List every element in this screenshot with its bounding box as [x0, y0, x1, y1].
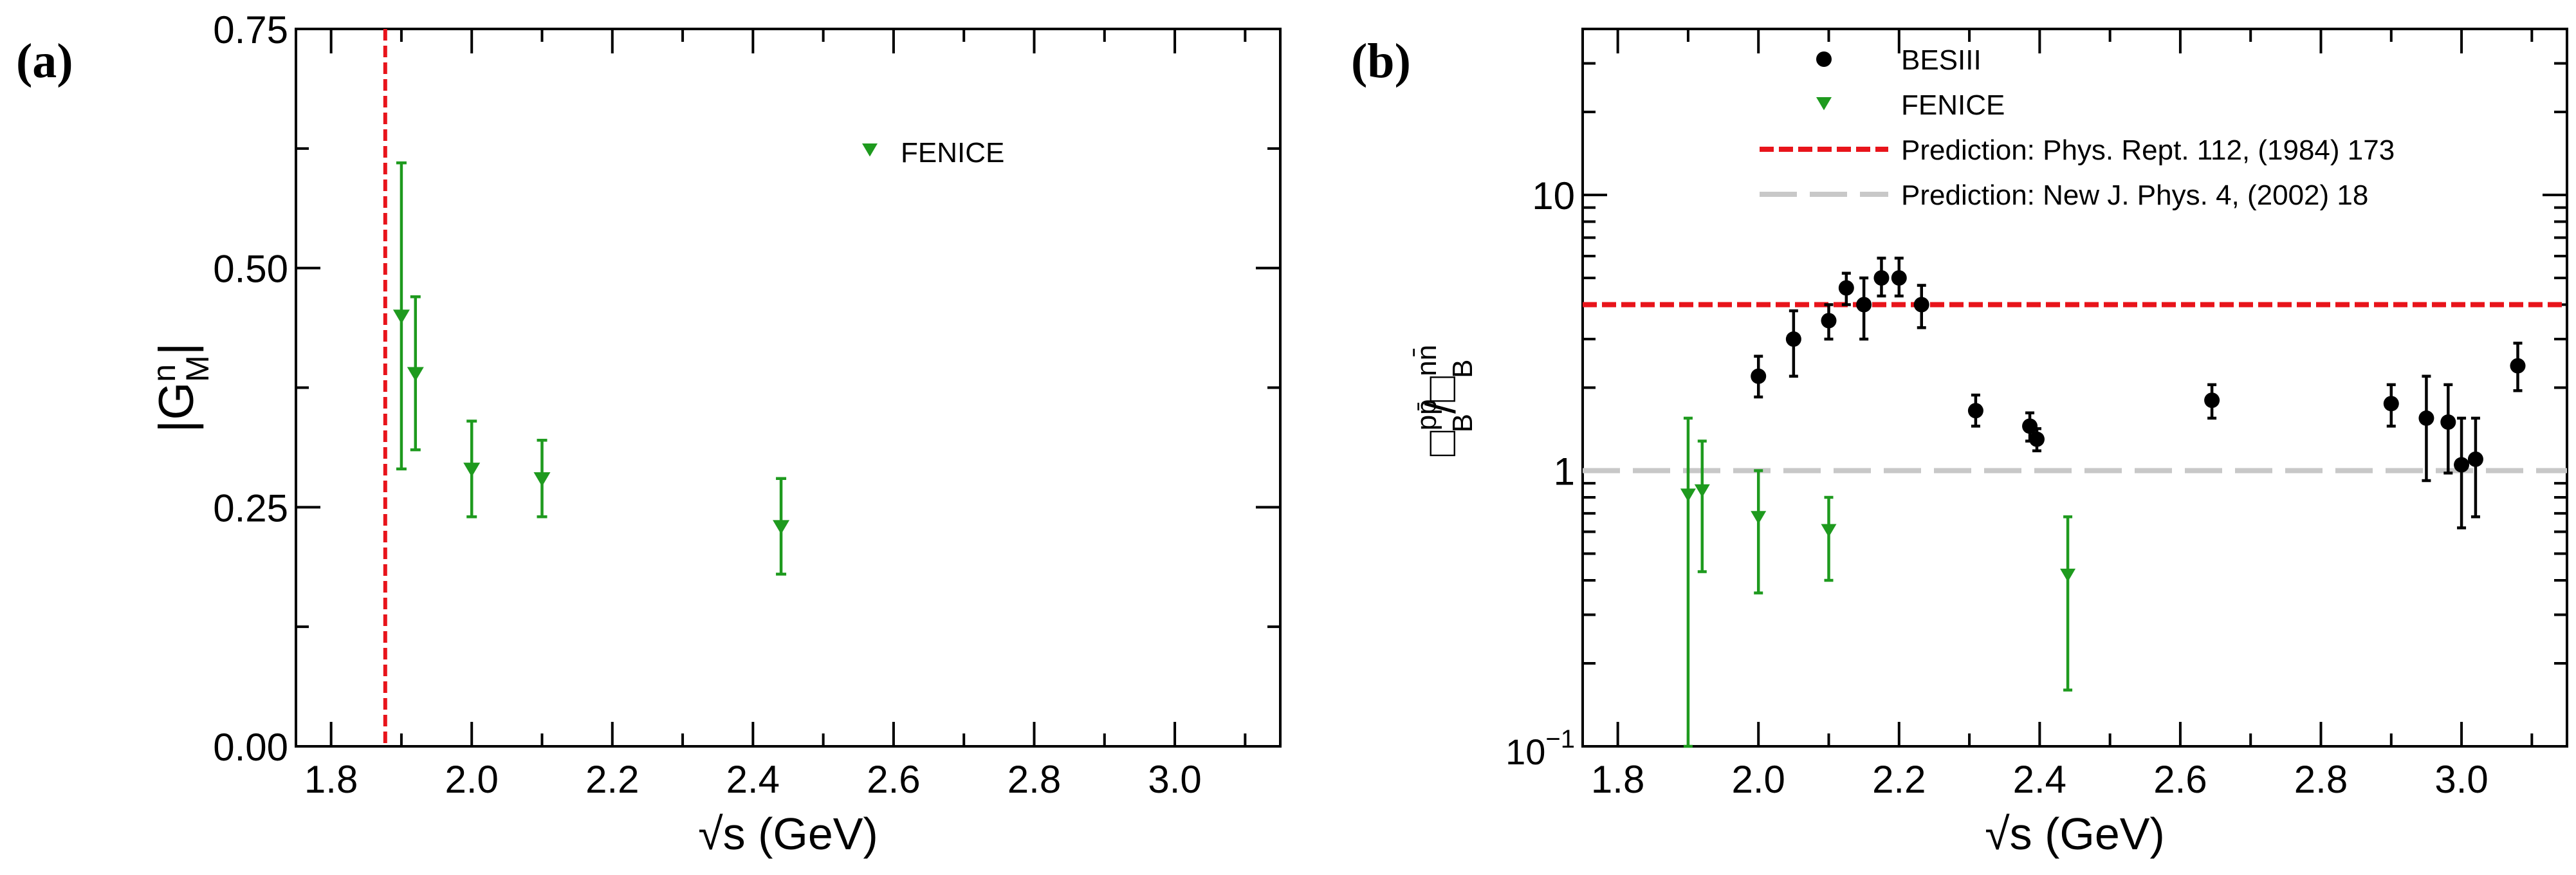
fenice-point-a-0 — [392, 309, 410, 324]
x-axis-title-b: √s (GeV) — [1985, 809, 2165, 859]
y-tick-label-a: 0.25 — [213, 486, 288, 530]
legend-label-b-2: Prediction: Phys. Rept. 112, (1984) 173 — [1901, 134, 2395, 166]
x-tick-label-b: 3.0 — [2434, 758, 2488, 801]
x-tick-label-b: 2.4 — [2013, 758, 2066, 801]
legend-label-fenice-a: FENICE — [901, 137, 1004, 169]
besiii-point-b-11 — [2204, 392, 2220, 409]
fenice-point-a-2 — [463, 463, 481, 477]
legend-label-b-3: Prediction: New J. Phys. 4, (2002) 18 — [1901, 180, 2368, 211]
besiii-point-b-7 — [1913, 297, 1929, 313]
panel-label-a: (a) — [16, 34, 73, 88]
x-tick-label-a: 3.0 — [1148, 758, 1201, 801]
y-tick-label-a: 0.50 — [213, 248, 288, 291]
x-tick-label-a: 2.0 — [445, 758, 499, 801]
x-tick-label-b: 1.8 — [1591, 758, 1644, 801]
besiii-point-b-13 — [2418, 410, 2434, 426]
x-tick-label-a: 2.2 — [585, 758, 639, 801]
x-tick-label-b: 2.6 — [2153, 758, 2207, 801]
besiii-point-b-2 — [1821, 313, 1837, 329]
y-axis-title-b: □pp̄ B/□nn̄ B — [1411, 345, 1478, 456]
besiii-point-b-1 — [1785, 331, 1801, 347]
besiii-point-b-14 — [2440, 414, 2456, 430]
x-axis-title-a: √s (GeV) — [698, 809, 878, 859]
x-tick-label-b: 2.8 — [2294, 758, 2348, 801]
legend-label-b-0: BESIII — [1901, 44, 1982, 76]
y-tick-label-a: 0.00 — [213, 726, 288, 769]
besiii-point-b-0 — [1751, 368, 1767, 384]
besiii-point-b-8 — [1967, 403, 1983, 419]
besiii-point-b-12 — [2383, 396, 2399, 412]
fenice-point-b-1 — [1694, 484, 1710, 498]
y-tick-label-b: 1 — [1554, 450, 1575, 493]
x-tick-label-a: 2.6 — [867, 758, 920, 801]
fenice-point-a-1 — [407, 367, 424, 382]
besiii-point-b-17 — [2510, 358, 2526, 374]
panel-b-chart: (b) 1.8 2.0 2.2 2.4 2.6 2.8 3.0 10−1 1 10 √s (GeV) □… — [1351, 28, 2568, 859]
x-tick-label-a: 2.4 — [726, 758, 780, 801]
fenice-point-b-0 — [1680, 488, 1696, 502]
legend-marker-fenice-a — [862, 143, 878, 157]
x-tick-label-b: 2.2 — [1872, 758, 1926, 801]
legend-label-b-1: FENICE — [1901, 89, 2005, 121]
besiii-point-b-6 — [1891, 270, 1907, 286]
legend-marker-fenice-b — [1816, 97, 1832, 111]
y-tick-label-a: 0.75 — [213, 8, 288, 51]
fenice-point-b-4 — [2060, 568, 2076, 582]
fenice-point-a-4 — [773, 520, 790, 535]
besiii-point-b-16 — [2467, 451, 2483, 467]
fenice-point-b-3 — [1821, 524, 1837, 537]
y-tick-label-b: 10 — [1532, 174, 1575, 217]
besiii-point-b-15 — [2454, 457, 2470, 473]
panel-label-b: (b) — [1351, 34, 1411, 88]
y-axis-title-a: |GnM| — [146, 342, 216, 432]
legend-marker-besiii — [1816, 51, 1832, 67]
plot-frame-a — [295, 28, 1282, 748]
y-tick-label-b: 10−1 — [1505, 725, 1575, 772]
fenice-point-a-3 — [533, 472, 551, 487]
besiii-point-b-3 — [1838, 280, 1854, 296]
fenice-point-b-2 — [1751, 511, 1767, 524]
besiii-point-b-9 — [2022, 418, 2038, 434]
panel-a-chart: (a) 1.8 2.0 2.2 2.4 2.6 2.8 3.0 0.00 0.25 0.50 0.75… — [16, 8, 1282, 859]
besiii-point-b-5 — [1873, 270, 1890, 286]
x-tick-label-b: 2.0 — [1732, 758, 1785, 801]
x-tick-label-a: 1.8 — [304, 758, 358, 801]
besiii-point-b-10 — [2029, 431, 2045, 447]
besiii-point-b-4 — [1856, 297, 1872, 313]
x-tick-label-a: 2.8 — [1007, 758, 1061, 801]
